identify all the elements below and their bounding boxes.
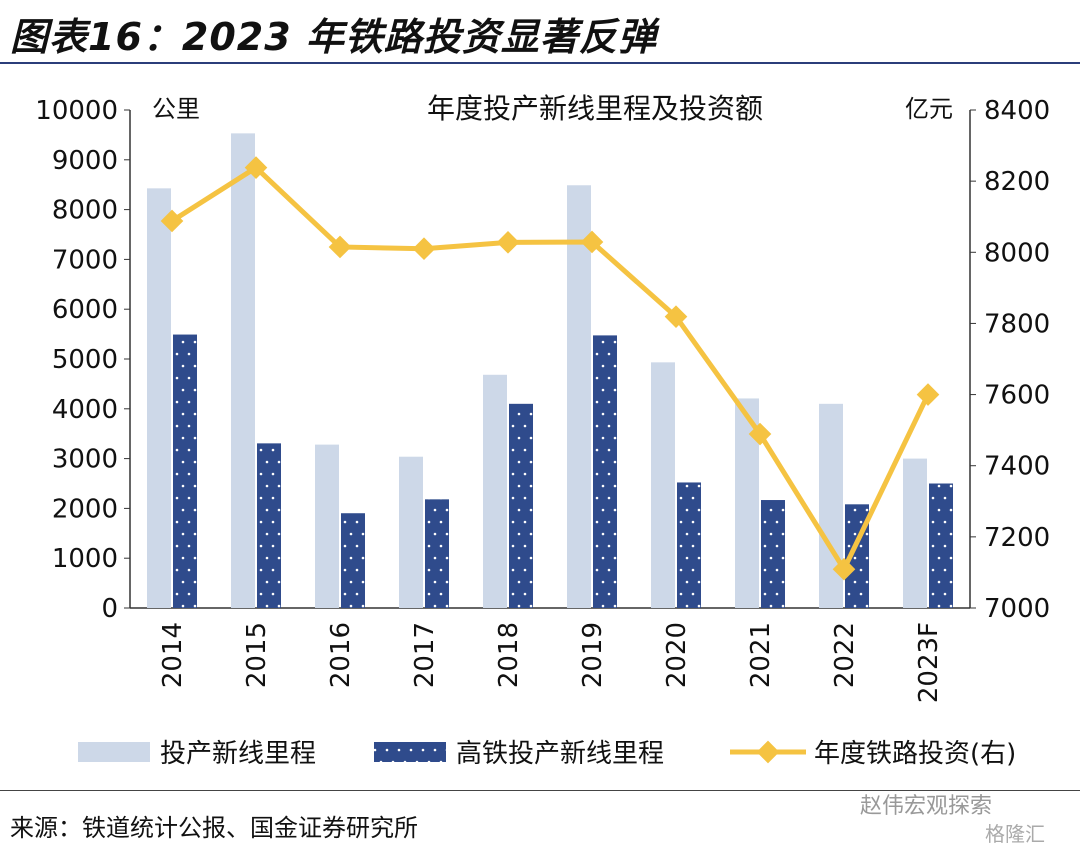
x-tick-label: 2017 bbox=[410, 622, 440, 688]
x-tick-label: 2015 bbox=[242, 622, 272, 688]
bar-new-line-mileage bbox=[315, 444, 339, 608]
left-tick-label: 2000 bbox=[52, 494, 118, 524]
left-tick-label: 10000 bbox=[35, 96, 118, 126]
left-axis-unit: 公里 bbox=[152, 95, 200, 123]
x-tick-label: 2014 bbox=[158, 622, 188, 688]
legend-swatch-hsr bbox=[374, 742, 446, 762]
bar-hsr-mileage bbox=[425, 499, 449, 608]
bar-hsr-mileage bbox=[593, 335, 617, 608]
left-tick-label: 3000 bbox=[52, 445, 118, 475]
title-divider bbox=[0, 62, 1080, 64]
bar-new-line-mileage bbox=[147, 188, 171, 609]
left-tick-label: 8000 bbox=[52, 196, 118, 226]
x-tick-label: 2022 bbox=[830, 622, 860, 688]
chart-svg: 0 1000 2000 3000 4000 5000 6000 7000 8000 9000 100… bbox=[35, 92, 1050, 769]
bar-hsr-mileage bbox=[173, 334, 197, 608]
left-tick-label: 5000 bbox=[52, 345, 118, 375]
right-tick-label: 8200 bbox=[984, 167, 1050, 197]
bar-hsr-mileage bbox=[509, 403, 533, 608]
x-tick-label: 2020 bbox=[662, 622, 692, 688]
investment-point bbox=[916, 383, 940, 406]
left-tick-label: 4000 bbox=[52, 395, 118, 425]
x-tick-label: 2018 bbox=[494, 622, 524, 688]
right-tick-label: 7400 bbox=[984, 452, 1050, 482]
watermark-logo: 格隆汇 bbox=[985, 822, 1045, 846]
investment-point bbox=[748, 422, 772, 446]
right-tick-label: 7200 bbox=[984, 523, 1050, 553]
investment-line bbox=[170, 164, 931, 575]
source-divider bbox=[0, 790, 1080, 791]
right-tick-label: 7600 bbox=[984, 381, 1050, 411]
bar-new-line-mileage bbox=[567, 185, 591, 608]
bar-hsr-mileage bbox=[677, 482, 701, 608]
left-tick-label: 6000 bbox=[52, 295, 118, 325]
legend-label-new-line: 投产新线里程 bbox=[160, 739, 316, 769]
left-tick-label: 9000 bbox=[52, 146, 118, 176]
bar-new-line-mileage bbox=[819, 403, 843, 608]
legend-label-investment: 年度铁路投资(右) bbox=[814, 739, 1016, 769]
right-axis-unit: 亿元 bbox=[905, 95, 953, 123]
watermark-text: 赵伟宏观探索 bbox=[860, 794, 993, 819]
bar-hsr-mileage bbox=[929, 483, 953, 608]
source-note: 来源：铁道统计公报、国金证券研究所 bbox=[10, 814, 418, 842]
bar-new-line-mileage bbox=[231, 133, 255, 608]
left-tick-label: 0 bbox=[101, 594, 118, 624]
legend-swatch-new-line bbox=[78, 742, 150, 762]
x-tick-label: 2019 bbox=[578, 622, 608, 688]
investment-point bbox=[664, 305, 688, 328]
bar-new-line-mileage bbox=[651, 362, 675, 608]
legend-label-hsr: 高铁投产新线里程 bbox=[456, 739, 664, 769]
investment-point bbox=[496, 231, 520, 254]
bar-hsr-mileage bbox=[257, 443, 281, 608]
right-tick-label: 8000 bbox=[984, 238, 1050, 268]
x-tick-label: 2016 bbox=[326, 622, 356, 688]
bar-new-line-mileage bbox=[903, 458, 927, 608]
x-tick-label: 2021 bbox=[746, 622, 776, 688]
legend-marker-investment bbox=[756, 740, 780, 764]
bar-hsr-mileage bbox=[341, 513, 365, 608]
left-tick-label: 7000 bbox=[52, 245, 118, 275]
right-tick-label: 7000 bbox=[984, 594, 1050, 624]
bar-new-line-mileage bbox=[483, 374, 507, 608]
bar-new-line-mileage bbox=[399, 456, 423, 608]
right-tick-label: 8400 bbox=[984, 96, 1050, 126]
figure-title: 图表16：2023 年铁路投资显著反弹 bbox=[10, 15, 657, 59]
x-tick-label: 2023F bbox=[914, 622, 944, 703]
investment-point bbox=[412, 237, 436, 261]
investment-point bbox=[832, 557, 856, 581]
bar-hsr-mileage bbox=[761, 500, 785, 608]
chart-title: 年度投产新线里程及投资额 bbox=[427, 92, 763, 125]
right-tick-label: 7800 bbox=[984, 309, 1050, 339]
left-tick-label: 1000 bbox=[52, 544, 118, 574]
